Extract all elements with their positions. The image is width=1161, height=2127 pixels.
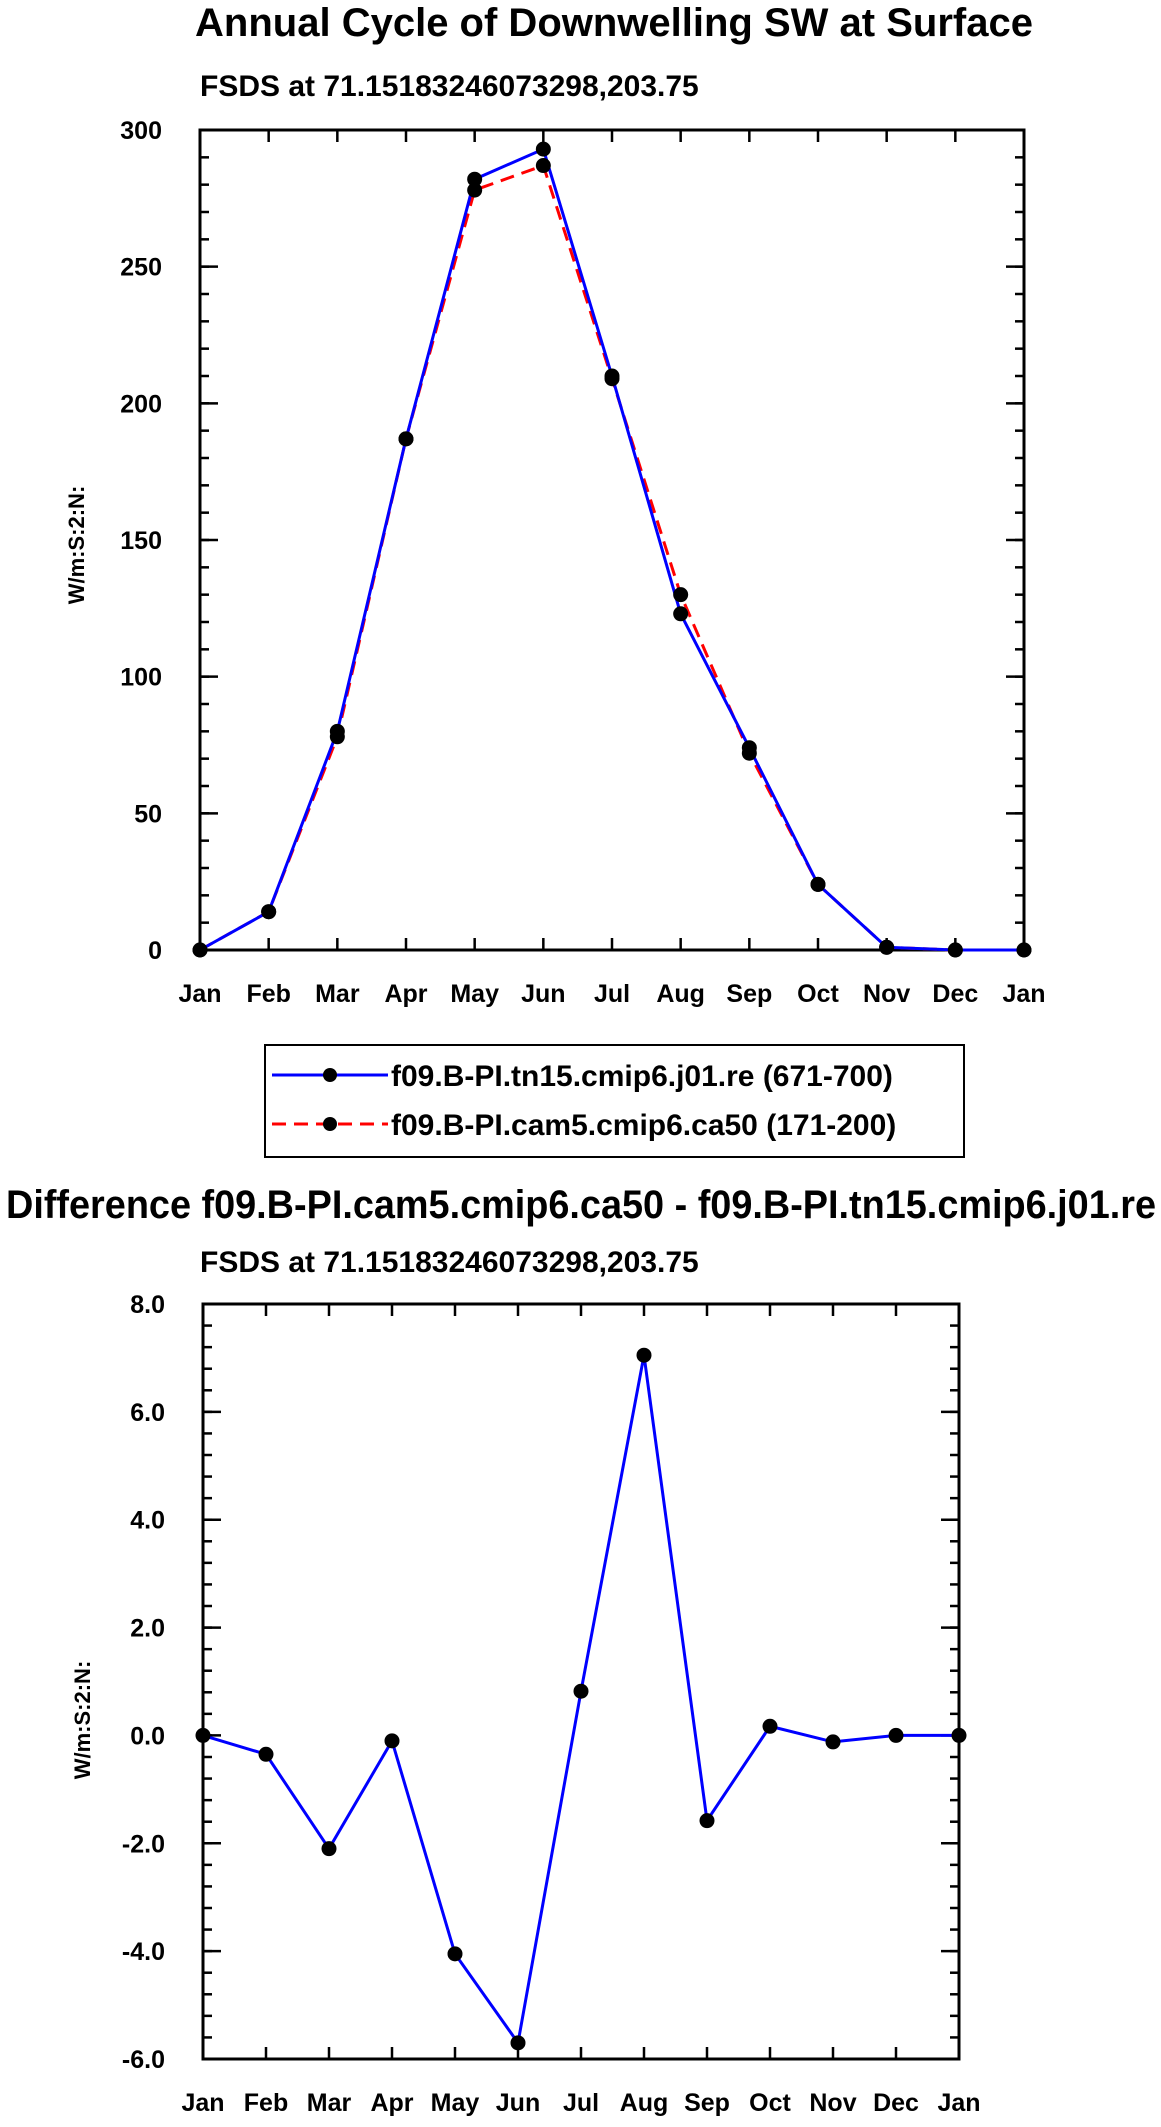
- chart1-plot-area: Jan Feb Mar Apr May Jun Jul Aug Sep Oct Nov Dec Jan 0…: [120, 117, 1045, 1008]
- chart1-xtick-label: Dec: [932, 980, 978, 1008]
- chart2-series-1-point: [699, 1813, 715, 1829]
- chart1-ytick-label: 200: [120, 390, 162, 418]
- chart1-series-2-point: [673, 587, 689, 603]
- chart1-series-1-point: [947, 942, 963, 958]
- chart2-series-1-point: [258, 1746, 274, 1762]
- chart2-series-line-1: [202, 1354, 959, 2047]
- chart2-title: Difference f09.B-PI.cam5.cmip6.ca50 - f0…: [6, 1183, 1156, 1227]
- chart1-ytick-label: 50: [134, 800, 162, 828]
- chart1-series-1-point: [467, 171, 483, 187]
- chart2-series-1-point: [762, 1718, 778, 1734]
- chart1-xtick-label: Oct: [797, 980, 839, 1008]
- chart1-ytick-label: 150: [120, 527, 162, 555]
- chart2-series-1-point: [510, 2035, 526, 2051]
- chart1-series-1-point: [673, 606, 689, 622]
- chart1-series-1-point: [192, 942, 208, 958]
- chart1-series-line-1: [199, 147, 1024, 952]
- legend-box: [264, 1044, 965, 1158]
- chart1-xtick-label: Apr: [384, 980, 427, 1008]
- chart2-ytick-label: 6.0: [130, 1399, 165, 1427]
- chart1-subtitle: FSDS at 71.15183246073298,203.75: [200, 70, 699, 103]
- chart1-series-1-point: [329, 723, 345, 739]
- chart1-series-1-point: [810, 876, 826, 892]
- chart2-series-1-point: [384, 1733, 400, 1749]
- chart1-series-2-point: [467, 182, 483, 198]
- chart1-ytick-label: 250: [120, 254, 162, 282]
- chart2-xtick-label: Apr: [370, 2089, 413, 2117]
- chart2-ytick-label: 8.0: [130, 1291, 165, 1319]
- chart1-series-1-point: [741, 740, 757, 756]
- chart2-xtick-label: Dec: [873, 2089, 919, 2117]
- chart1-xtick-label: Mar: [315, 980, 360, 1008]
- chart1-ytick-label: 0: [148, 937, 162, 965]
- chart1-xtick-label: May: [450, 980, 499, 1008]
- chart1-xtick-label: Sep: [726, 980, 772, 1008]
- chart1-frame: [198, 128, 1026, 952]
- legend-marker-1: [323, 1068, 337, 1082]
- chart2-series-1-point: [447, 1946, 463, 1962]
- chart1-series-1-point: [398, 431, 414, 447]
- chart2-xtick-label: Jan: [937, 2089, 980, 2117]
- chart1-series-1-point: [535, 141, 551, 157]
- chart1-series-1-point: [1016, 942, 1032, 958]
- legend-label-1: f09.B-PI.tn15.cmip6.j01.re (671-700): [391, 1060, 893, 1093]
- chart1-series-1-point: [261, 904, 277, 920]
- chart1-ylabel: W/m:S:2:N:: [64, 486, 89, 605]
- chart2-xtick-label: May: [431, 2089, 480, 2117]
- legend-marker-2: [323, 1117, 337, 1131]
- chart2-series-1-point: [888, 1727, 904, 1743]
- chart1-series-line-2: [199, 163, 1024, 952]
- chart2-xtick-label: Oct: [749, 2089, 791, 2117]
- chart1-series-1-point: [879, 939, 895, 955]
- chart2-series-1-point: [636, 1347, 652, 1363]
- chart1-ytick-label: 300: [120, 117, 162, 145]
- chart2-xtick-label: Aug: [620, 2089, 669, 2117]
- chart2-xtick-label: Mar: [307, 2089, 352, 2117]
- chart2-xtick-label: Jul: [563, 2089, 599, 2117]
- chart2-xtick-label: Feb: [244, 2089, 288, 2117]
- chart2-series-1-point: [321, 1841, 337, 1857]
- chart2-series-1-point: [951, 1727, 967, 1743]
- chart2-xtick-label: Sep: [684, 2089, 730, 2117]
- chart2-ytick-label: -4.0: [122, 1938, 165, 1966]
- chart2-xtick-label: Nov: [809, 2089, 856, 2117]
- legend-label-2: f09.B-PI.cam5.cmip6.ca50 (171-200): [391, 1109, 896, 1142]
- chart2-frame: [201, 1302, 961, 2061]
- chart2-ylabel: W/m:S:2:N:: [70, 1661, 95, 1780]
- chart1-series-1-point: [604, 368, 620, 384]
- chart2-plot-area: Jan Feb Mar Apr May Jun Jul Aug Sep Oct Nov Dec Jan-…: [122, 1291, 981, 2117]
- chart2-ytick-label: 2.0: [130, 1615, 165, 1643]
- chart1-xtick-label: Nov: [863, 980, 910, 1008]
- chart2-ytick-label: -6.0: [122, 2046, 165, 2074]
- chart1-xtick-label: Jan: [1002, 980, 1045, 1008]
- chart2-xtick-label: Jan: [181, 2089, 224, 2117]
- chart1-xtick-label: Jan: [178, 980, 221, 1008]
- chart2-ytick-label: 4.0: [130, 1507, 165, 1535]
- chart1-xtick-label: Jul: [594, 980, 630, 1008]
- chart2-series-1-point: [573, 1683, 589, 1699]
- legend: f09.B-PI.tn15.cmip6.j01.re (671-700) f09…: [264, 1044, 965, 1158]
- chart2-ytick-label: -2.0: [122, 1830, 165, 1858]
- chart2-ytick-label: 0.0: [130, 1722, 165, 1750]
- chart1-xtick-label: Aug: [656, 980, 705, 1008]
- chart2-xtick-label: Jun: [496, 2089, 540, 2117]
- chart2-subtitle: FSDS at 71.15183246073298,203.75: [200, 1246, 699, 1279]
- chart1-xtick-label: Jun: [521, 980, 565, 1008]
- chart1-ytick-label: 100: [120, 664, 162, 692]
- chart1-series-2-point: [535, 158, 551, 174]
- chart1-title: Annual Cycle of Downwelling SW at Surfac…: [195, 1, 1033, 45]
- chart2-series-1-point: [825, 1734, 841, 1750]
- chart1-xtick-label: Feb: [246, 980, 290, 1008]
- chart2-series-1-point: [195, 1727, 211, 1743]
